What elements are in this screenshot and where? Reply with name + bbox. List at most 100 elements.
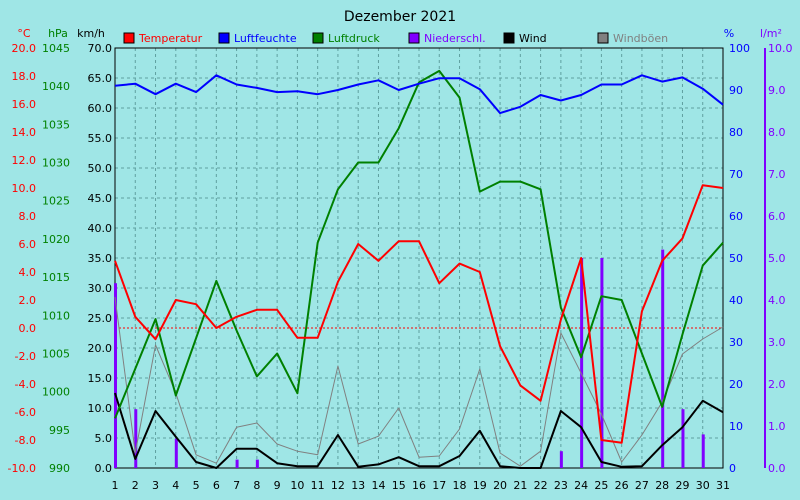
x-tick-label: 26 (615, 479, 629, 492)
wind-tick-label: 55.0 (88, 132, 113, 145)
legend-swatch (312, 32, 324, 44)
pressure-unit-label: hPa (48, 27, 68, 40)
series-line-luftdruck (114, 69, 724, 419)
wind-unit-label: km/h (77, 27, 105, 40)
wind-tick-label: 50.0 (88, 162, 113, 175)
precipitation-bar (661, 249, 665, 468)
precipitation-bar (600, 258, 604, 468)
pressure-tick-label: 1035 (42, 118, 70, 131)
x-tick-label: 29 (675, 479, 689, 492)
x-tick-label: 10 (290, 479, 304, 492)
temperature-tick-label: 10.0 (12, 182, 37, 195)
precipitation-tick-label: 1.0 (768, 420, 786, 433)
wind-tick-label: 20.0 (88, 342, 113, 355)
temperature-tick-label: 8.0 (19, 210, 37, 223)
temperature-tick-label: 2.0 (19, 294, 37, 307)
wind-tick-label: 0.0 (95, 462, 113, 475)
x-tick-label: 6 (213, 479, 220, 492)
temperature-tick-label: -4.0 (15, 378, 36, 391)
precipitation-tick-label: 4.0 (768, 294, 786, 307)
pressure-tick-label: 990 (49, 462, 70, 475)
precipitation-bar (559, 451, 563, 468)
humidity-tick-label: 0 (729, 462, 736, 475)
pressure-tick-label: 1040 (42, 80, 70, 93)
legend-swatch (503, 32, 515, 44)
precipitation-tick-label: 6.0 (768, 210, 786, 223)
x-tick-label: 21 (513, 479, 527, 492)
pressure-tick-label: 1005 (42, 347, 70, 360)
humidity-tick-label: 90 (729, 84, 743, 97)
x-tick-label: 18 (453, 479, 467, 492)
pressure-tick-label: 1020 (42, 233, 70, 246)
pressure-tick-label: 1025 (42, 195, 70, 208)
x-tick-label: 2 (132, 479, 139, 492)
legend-label: Niederschl. (424, 32, 486, 45)
x-tick-label: 13 (351, 479, 365, 492)
chart-title: Dezember 2021 (344, 9, 456, 25)
x-tick-label: 19 (473, 479, 487, 492)
series-line-wind (114, 392, 724, 469)
wind-tick-label: 25.0 (88, 312, 113, 325)
temperature-tick-label: 14.0 (12, 126, 37, 139)
precipitation-bar (701, 434, 705, 468)
temperature-tick-label: 18.0 (12, 70, 37, 83)
axes: 1 2 3 4 5 6 7 8 9 10 11 12 13 14 15 16 17 18 19 20 21 22 23 24 2… (8, 27, 793, 492)
precipitation-tick-label: 2.0 (768, 378, 786, 391)
precipitation-bar (134, 409, 138, 468)
x-tick-label: 24 (574, 479, 588, 492)
humidity-tick-label: 70 (729, 168, 743, 181)
temperature-tick-label: -10.0 (8, 462, 36, 475)
temperature-unit-label: °C (17, 27, 31, 40)
pressure-tick-label: 1000 (42, 386, 70, 399)
temperature-tick-label: 12.0 (12, 154, 37, 167)
x-tick-label: 22 (534, 479, 548, 492)
pressure-tick-label: 1015 (42, 271, 70, 284)
precipitation-tick-label: 10.0 (768, 42, 793, 55)
plot-frame (114, 47, 724, 469)
temperature-tick-label: 4.0 (19, 266, 37, 279)
precipitation-bars (114, 249, 705, 468)
legend: Temperatur Luftfeuchte Luftdruck Niederschl… (123, 32, 668, 45)
x-tick-label: 16 (412, 479, 426, 492)
x-tick-label: 7 (233, 479, 240, 492)
x-tick-label: 5 (193, 479, 200, 492)
x-tick-label: 14 (371, 479, 385, 492)
temperature-tick-label: 16.0 (12, 98, 37, 111)
humidity-tick-label: 50 (729, 252, 743, 265)
grid (114, 47, 724, 469)
precipitation-tick-label: 5.0 (768, 252, 786, 265)
precipitation-tick-label: 7.0 (768, 168, 786, 181)
wind-tick-label: 35.0 (88, 252, 113, 265)
humidity-tick-label: 30 (729, 336, 743, 349)
precipitation-bar (580, 258, 584, 468)
x-tick-label: 30 (696, 479, 710, 492)
humidity-tick-label: 20 (729, 378, 743, 391)
x-tick-label: 9 (274, 479, 281, 492)
x-tick-label: 25 (594, 479, 608, 492)
legend-swatch (123, 32, 135, 44)
wind-tick-label: 70.0 (88, 42, 113, 55)
precipitation-bar (114, 283, 117, 468)
wind-tick-label: 40.0 (88, 222, 113, 235)
wind-tick-label: 10.0 (88, 402, 113, 415)
wind-tick-label: 45.0 (88, 192, 113, 205)
legend-label: Luftfeuchte (234, 32, 297, 45)
pressure-tick-label: 1045 (42, 42, 70, 55)
x-tick-label: 17 (432, 479, 446, 492)
temperature-tick-label: 20.0 (12, 42, 37, 55)
humidity-tick-label: 80 (729, 126, 743, 139)
x-tick-label: 4 (172, 479, 179, 492)
temperature-tick-label: -8.0 (15, 434, 36, 447)
wind-tick-label: 15.0 (88, 372, 113, 385)
x-tick-label: 3 (152, 479, 159, 492)
x-tick-label: 11 (311, 479, 325, 492)
x-tick-label: 1 (112, 479, 119, 492)
series-line-luftfeuchte (114, 74, 724, 115)
series-lines (114, 69, 724, 469)
pressure-tick-label: 1030 (42, 157, 70, 170)
humidity-tick-label: 60 (729, 210, 743, 223)
precipitation-unit-label: l/m² (760, 27, 782, 40)
precipitation-bar (681, 409, 685, 468)
x-tick-label: 28 (655, 479, 669, 492)
